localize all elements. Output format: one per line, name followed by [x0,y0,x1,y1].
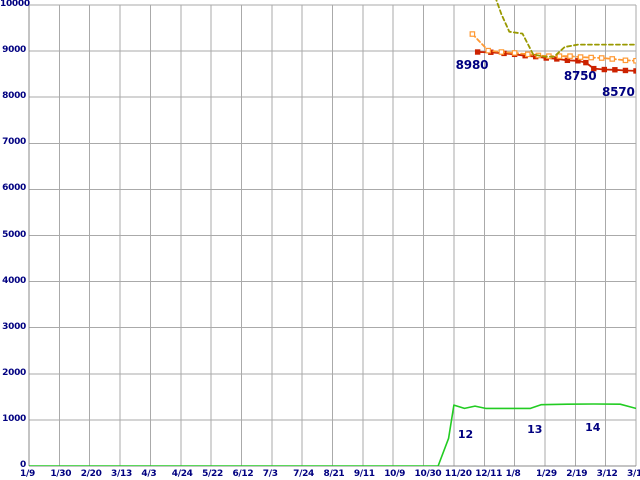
y-tick-label: 1000 [2,413,26,424]
y-tick-label: 2000 [2,367,26,378]
x-tick-label: 4/24 [171,469,193,479]
x-tick-label: 1/30 [50,469,72,479]
x-tick-label: 3/19 [627,469,640,479]
data-point-label: 8570 [602,84,635,99]
x-tick-label: 3/13 [111,469,132,479]
x-tick-label: 2/19 [566,469,588,479]
x-tick-label: 4/3 [141,469,157,479]
y-tick-label: 4000 [2,275,26,286]
x-tick-label: 5/22 [202,469,223,479]
x-tick-label: 8/21 [323,469,345,479]
x-tick-label: 10/30 [414,469,442,479]
y-tick-label: 9000 [2,45,26,56]
x-tick-label: 9/11 [353,469,375,479]
x-tick-label: 6/12 [232,469,254,479]
y-tick-label: 8000 [2,91,26,102]
x-tick-label: 1/8 [505,469,521,479]
data-point-label: 14 [585,420,601,434]
y-tick-label: 5000 [2,229,26,240]
x-tick-label: 1/29 [535,469,557,479]
x-tick-label: 12/11 [475,469,503,479]
x-tick-label: 7/3 [262,469,278,479]
y-tick-label: 7000 [2,137,26,148]
x-tick-label: 11/20 [444,469,472,479]
y-tick-label: 3000 [2,321,26,332]
data-point-label: 8980 [455,58,489,73]
data-point-label: 12 [457,427,474,441]
y-tick-label: 10000 [0,0,30,9]
x-tick-label: 1/9 [20,469,35,479]
x-tick-label: 2/20 [80,469,102,479]
data-point-label: 13 [527,422,543,436]
x-tick-label: 3/12 [596,469,618,479]
data-point-label: 8750 [563,68,597,83]
x-tick-label: 7/24 [293,469,315,479]
y-tick-label: 0 [20,460,26,470]
x-tick-label: 10/9 [384,469,406,479]
y-tick-label: 6000 [2,183,26,194]
